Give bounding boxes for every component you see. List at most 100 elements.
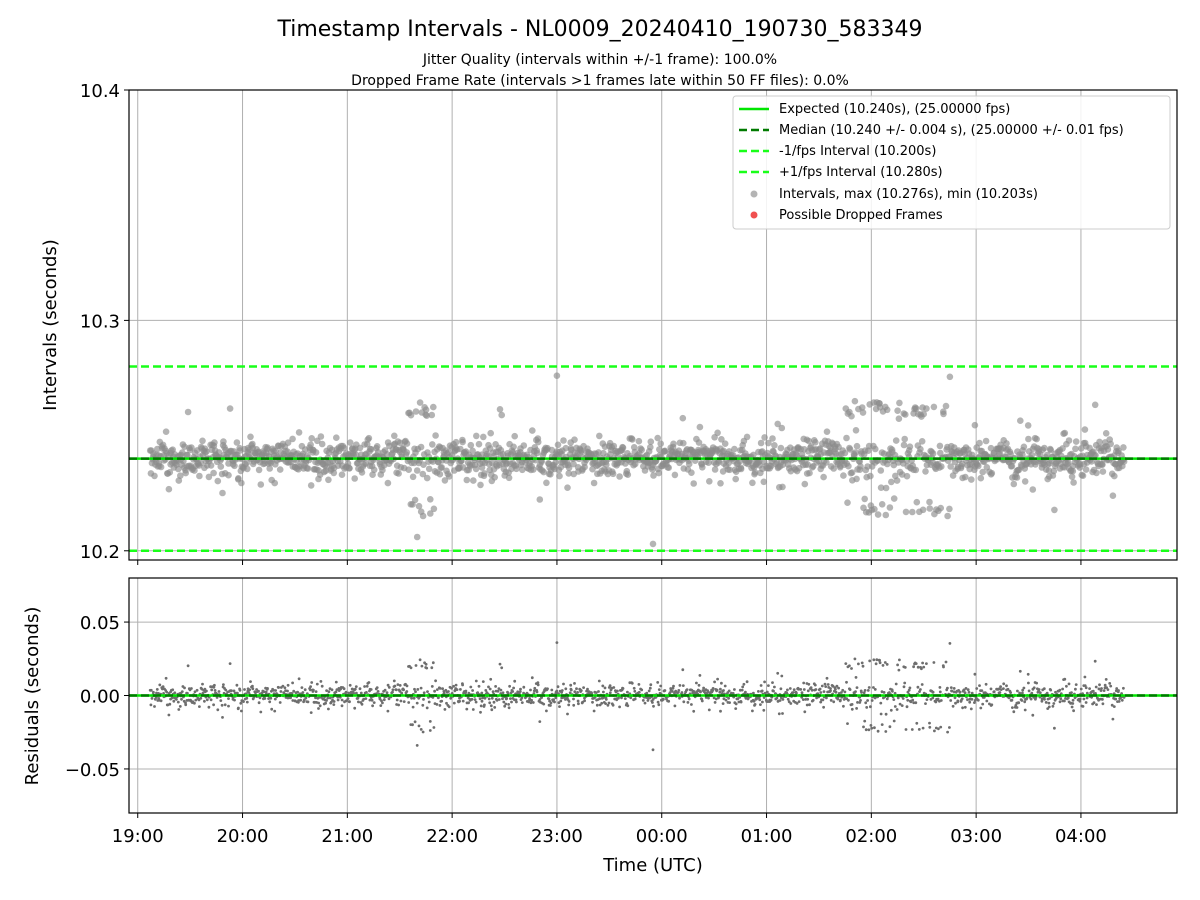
interval-point <box>1025 435 1032 443</box>
residual-point <box>555 641 559 644</box>
residual-point <box>1040 699 1044 703</box>
residual-point <box>928 721 931 725</box>
interval-point <box>629 436 636 443</box>
interval-point <box>295 429 303 436</box>
residual-point <box>855 707 858 710</box>
interval-point <box>977 474 985 482</box>
residual-point <box>895 708 899 711</box>
residual-point <box>309 711 313 714</box>
interval-point <box>968 476 975 483</box>
interval-point <box>365 434 373 442</box>
residual-point <box>758 698 762 702</box>
residual-point <box>454 683 458 687</box>
upper-y-tick-label: 10.3 <box>80 311 120 332</box>
residual-point <box>432 726 436 729</box>
residual-point <box>242 700 245 703</box>
interval-point <box>215 449 223 456</box>
residual-point <box>587 690 591 694</box>
residual-point <box>723 684 727 688</box>
residual-point <box>914 701 918 705</box>
residual-point <box>992 690 996 694</box>
interval-point <box>498 411 506 419</box>
residual-point <box>529 701 533 705</box>
residual-point <box>471 708 475 711</box>
residual-point <box>353 706 357 710</box>
residual-point <box>205 689 208 693</box>
residual-point <box>651 701 654 704</box>
interval-point <box>852 449 859 456</box>
interval-point <box>340 444 348 452</box>
interval-point <box>690 480 697 487</box>
residual-point <box>317 707 320 710</box>
residual-point <box>1051 704 1055 708</box>
residual-point <box>1066 696 1070 700</box>
residual-point <box>671 690 674 693</box>
interval-point <box>356 444 364 452</box>
interval-point <box>1065 459 1072 466</box>
interval-point <box>538 458 545 466</box>
interval-point <box>940 410 947 418</box>
residual-point <box>245 700 249 704</box>
residual-point <box>702 686 705 690</box>
interval-point <box>184 451 191 459</box>
residual-point <box>507 706 511 710</box>
residual-point <box>150 697 154 700</box>
residual-point <box>240 709 243 713</box>
interval-point <box>1077 445 1085 452</box>
interval-point <box>685 460 693 468</box>
residual-point <box>532 689 536 693</box>
residual-point <box>803 710 807 714</box>
residual-point <box>245 696 249 700</box>
residual-point <box>861 664 865 668</box>
residual-point <box>601 684 605 688</box>
residual-point <box>958 690 962 694</box>
residual-point <box>1095 703 1098 706</box>
residual-point <box>864 728 868 732</box>
residual-point <box>825 696 828 700</box>
residual-point <box>979 706 983 710</box>
residual-point <box>425 666 429 670</box>
interval-point <box>338 471 346 479</box>
residual-point <box>1054 690 1057 694</box>
residual-point <box>781 712 784 715</box>
residual-point <box>961 706 964 710</box>
residual-point <box>176 700 180 704</box>
interval-point <box>1070 479 1077 486</box>
residual-point <box>1117 689 1120 692</box>
interval-point <box>801 480 809 488</box>
interval-point <box>467 441 475 449</box>
residual-point <box>235 683 239 687</box>
residual-point <box>698 674 702 677</box>
interval-point <box>333 434 340 442</box>
residual-point <box>626 704 630 708</box>
residual-point <box>168 702 172 706</box>
residual-point <box>201 682 204 686</box>
interval-point <box>1102 430 1110 437</box>
residual-point <box>325 689 328 692</box>
interval-point <box>840 472 847 479</box>
residual-point <box>496 689 500 693</box>
residual-point <box>909 700 913 704</box>
residual-point <box>680 691 684 694</box>
interval-point <box>848 469 856 476</box>
interval-point <box>851 397 859 405</box>
residual-point <box>538 698 542 701</box>
residual-point <box>228 662 232 665</box>
interval-point <box>1104 446 1112 453</box>
residual-point <box>199 696 203 700</box>
residual-point <box>921 661 924 665</box>
residual-point <box>663 689 667 692</box>
interval-point <box>853 442 861 450</box>
residual-point <box>874 662 878 666</box>
residual-point <box>984 682 988 686</box>
residual-point <box>431 661 435 665</box>
residual-point <box>934 700 938 704</box>
residual-point <box>820 684 824 688</box>
residual-point <box>769 698 773 702</box>
residual-point <box>860 691 863 694</box>
residual-point <box>203 699 206 703</box>
residual-point <box>309 685 312 688</box>
residual-point <box>260 691 264 695</box>
residual-point <box>896 696 900 700</box>
residual-point <box>787 700 791 704</box>
